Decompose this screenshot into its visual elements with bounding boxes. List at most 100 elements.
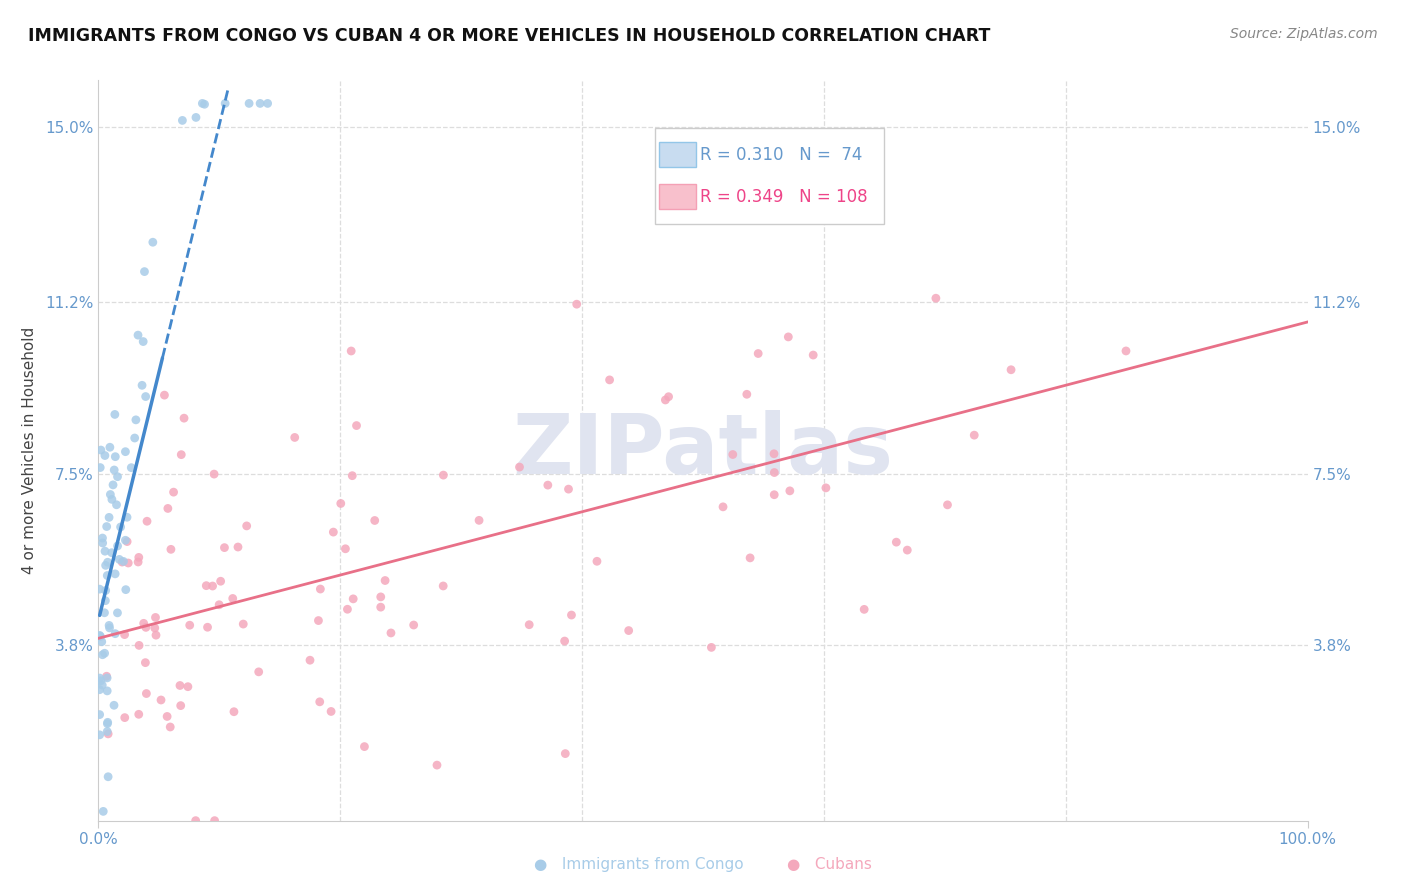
- Point: [179, 618, 201, 632]
- Point: [172, 113, 194, 128]
- Point: [101, 492, 124, 507]
- Point: [554, 634, 576, 648]
- Point: [114, 533, 136, 548]
- Point: [112, 554, 135, 568]
- Point: [560, 608, 582, 623]
- Point: [554, 747, 576, 761]
- Point: [735, 387, 758, 401]
- Point: [747, 346, 769, 360]
- Point: [617, 624, 640, 638]
- Point: [134, 264, 156, 278]
- Point: [97, 555, 120, 569]
- Point: [93, 646, 115, 660]
- Point: [517, 617, 540, 632]
- Point: [214, 96, 236, 111]
- Point: [96, 519, 118, 533]
- Point: [94, 593, 117, 607]
- Point: [91, 648, 114, 662]
- Point: [752, 189, 775, 203]
- Point: [105, 498, 128, 512]
- Point: [801, 348, 824, 362]
- Point: [128, 550, 150, 565]
- Point: [114, 711, 136, 725]
- Point: [104, 408, 127, 422]
- Text: R = 0.310   N =  74: R = 0.310 N = 74: [700, 145, 862, 163]
- Point: [173, 411, 195, 425]
- Point: [115, 510, 138, 524]
- Point: [135, 390, 157, 404]
- Point: [89, 728, 111, 742]
- Point: [117, 556, 139, 570]
- Point: [96, 684, 118, 698]
- Point: [159, 720, 181, 734]
- Point: [309, 582, 332, 596]
- Point: [468, 513, 491, 527]
- Point: [96, 568, 118, 582]
- Point: [936, 498, 959, 512]
- Text: R = 0.349   N = 108: R = 0.349 N = 108: [700, 188, 868, 206]
- Point: [778, 330, 800, 344]
- Point: [191, 96, 214, 111]
- Point: [89, 682, 111, 697]
- Point: [298, 653, 321, 667]
- Point: [90, 634, 112, 648]
- Text: ZIPatlas: ZIPatlas: [513, 410, 893, 491]
- Point: [103, 698, 125, 713]
- Point: [89, 707, 111, 722]
- Point: [89, 460, 111, 475]
- Point: [115, 534, 138, 549]
- Point: [96, 716, 118, 731]
- Point: [134, 656, 156, 670]
- Point: [98, 510, 121, 524]
- Point: [658, 390, 681, 404]
- Point: [111, 555, 134, 569]
- Point: [184, 111, 207, 125]
- Point: [853, 602, 876, 616]
- Point: [740, 550, 762, 565]
- Point: [380, 626, 402, 640]
- Point: [925, 291, 948, 305]
- Point: [89, 671, 111, 685]
- Point: [153, 388, 176, 402]
- Point: [307, 614, 329, 628]
- Text: ●   Cubans: ● Cubans: [787, 857, 872, 872]
- Point: [150, 693, 173, 707]
- Point: [432, 468, 454, 483]
- Point: [104, 626, 127, 640]
- Point: [814, 481, 837, 495]
- Point: [177, 680, 200, 694]
- Point: [308, 695, 330, 709]
- Point: [197, 620, 219, 634]
- Point: [586, 554, 609, 568]
- Point: [193, 97, 215, 112]
- Point: [557, 482, 579, 496]
- Point: [201, 579, 224, 593]
- Point: [135, 620, 157, 634]
- Point: [763, 466, 786, 480]
- Point: [96, 724, 118, 739]
- Point: [107, 606, 129, 620]
- Point: [374, 574, 396, 588]
- Point: [700, 640, 723, 655]
- Point: [284, 430, 307, 444]
- Point: [184, 814, 207, 828]
- Point: [208, 598, 231, 612]
- Point: [114, 444, 136, 458]
- Point: [342, 468, 364, 483]
- Text: IMMIGRANTS FROM CONGO VS CUBAN 4 OR MORE VEHICLES IN HOUSEHOLD CORRELATION CHART: IMMIGRANTS FROM CONGO VS CUBAN 4 OR MORE…: [28, 27, 990, 45]
- Point: [142, 235, 165, 250]
- Point: [107, 469, 129, 483]
- Point: [169, 678, 191, 692]
- Point: [89, 629, 111, 643]
- Point: [322, 525, 344, 540]
- Point: [319, 705, 342, 719]
- Point: [103, 463, 125, 477]
- Point: [170, 698, 193, 713]
- Point: [128, 639, 150, 653]
- Point: [108, 552, 131, 566]
- Point: [256, 96, 278, 111]
- Point: [90, 673, 112, 688]
- Point: [335, 541, 357, 556]
- Point: [711, 500, 734, 514]
- Point: [222, 591, 245, 606]
